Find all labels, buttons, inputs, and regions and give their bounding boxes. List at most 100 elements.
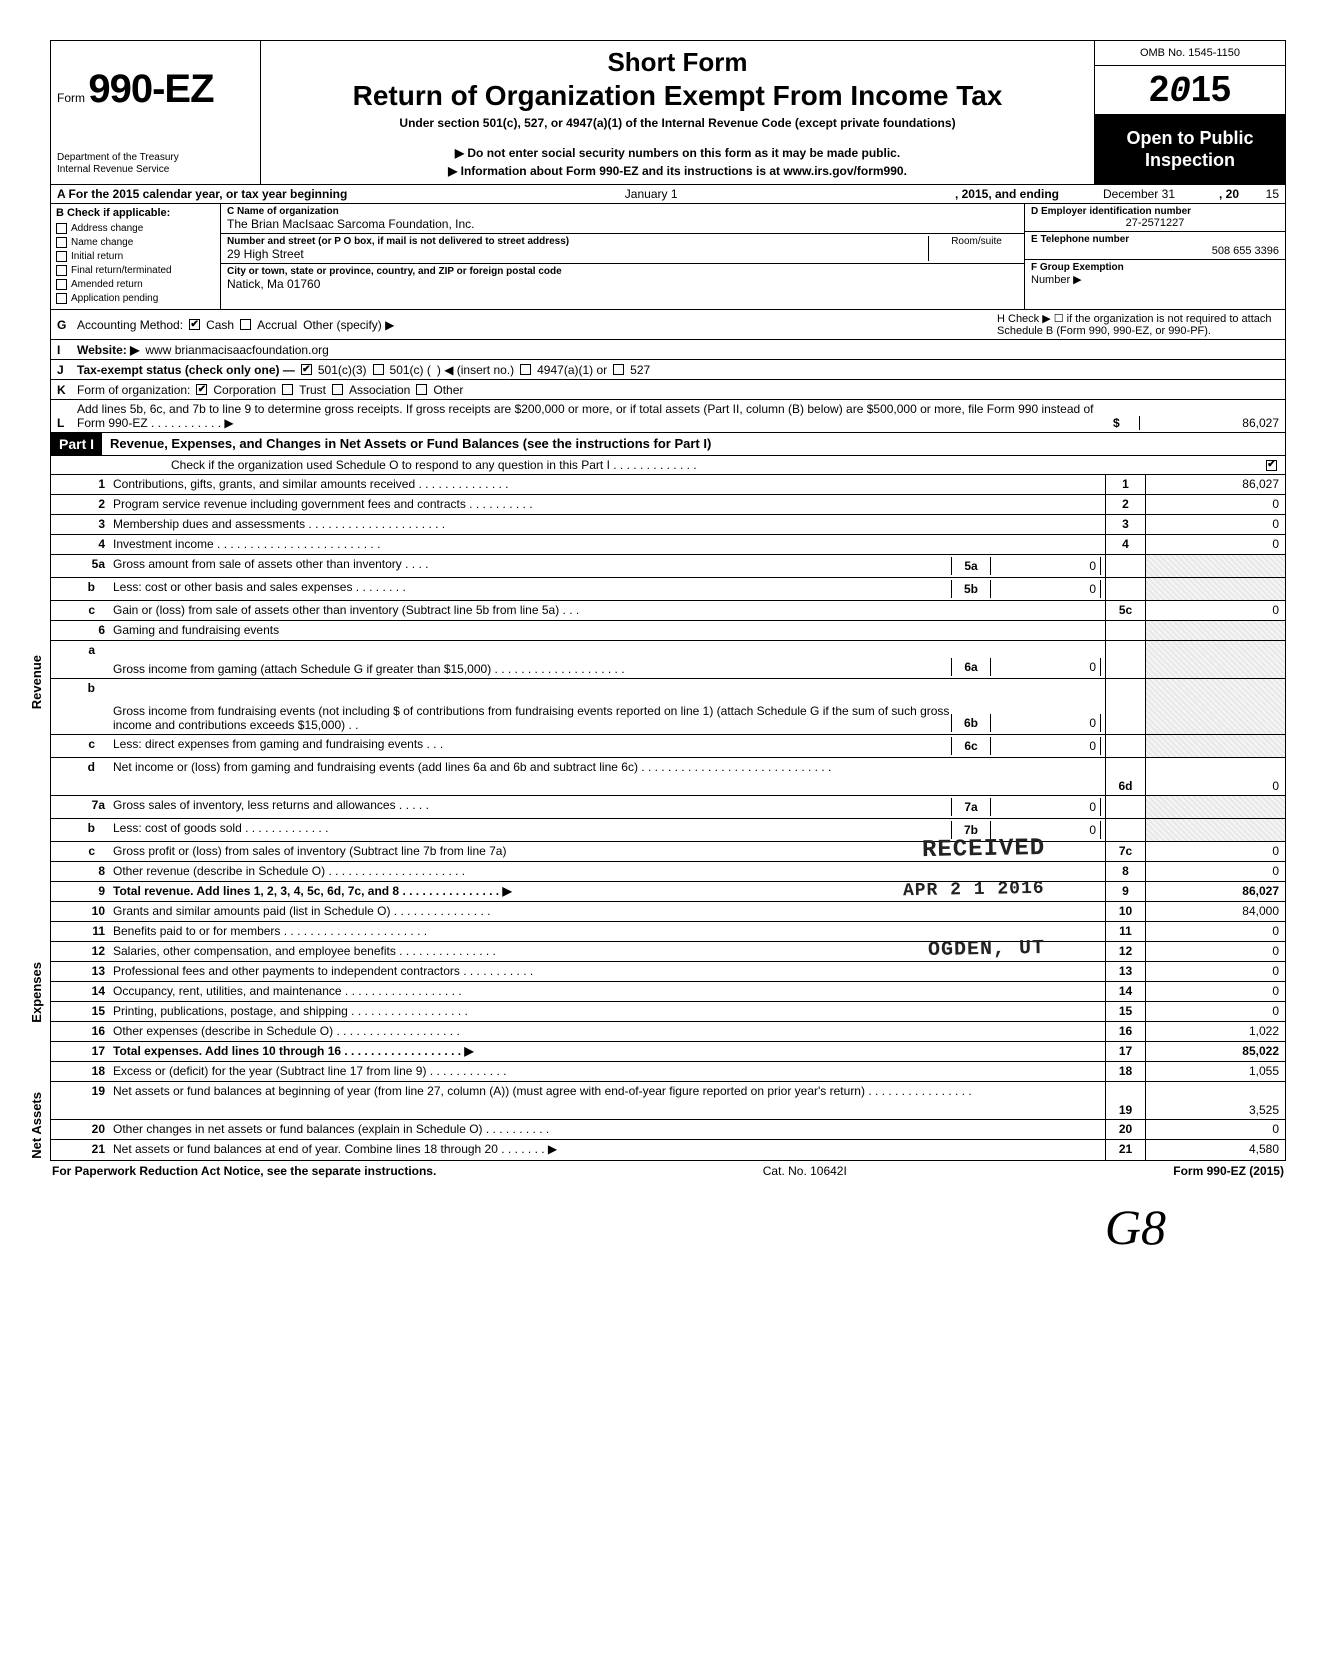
l-letter: L — [57, 416, 71, 430]
line-5c-box: 5c — [1105, 601, 1145, 620]
line-17-desc: Total expenses. Add lines 10 through 16 … — [109, 1042, 1105, 1061]
line-16-val: 1,022 — [1145, 1022, 1285, 1041]
c-name-val: The Brian MacIsaac Sarcoma Foundation, I… — [227, 217, 1018, 231]
line-6-desc: Gaming and fundraising events — [109, 621, 1105, 640]
title-box: Short Form Return of Organization Exempt… — [261, 41, 1095, 184]
line-5b-desc: Less: cost or other basis and sales expe… — [113, 580, 951, 598]
checkbox-trust[interactable] — [282, 384, 293, 395]
line-6a-desc: Gross income from gaming (attach Schedul… — [113, 662, 951, 676]
line-7a-val: 0 — [991, 798, 1101, 816]
k-row: K Form of organization: Corporation Trus… — [51, 380, 1285, 400]
room-suite-lbl: Room/suite — [928, 236, 1018, 261]
line-5b-box: 5b — [951, 580, 991, 598]
checkbox-cash[interactable] — [189, 319, 200, 330]
line-12-val: 0 — [1145, 942, 1285, 961]
line-a-mid: , 2015, and ending — [955, 187, 1059, 201]
line-14-desc: Occupancy, rent, utilities, and maintena… — [109, 982, 1105, 1001]
open-public-badge: Open to Public Inspection — [1095, 115, 1285, 184]
line-10-box: 10 — [1105, 902, 1145, 921]
line-15-desc: Printing, publications, postage, and shi… — [109, 1002, 1105, 1021]
line-7c-val: 0 — [1145, 842, 1285, 861]
checkbox-final-return[interactable] — [56, 265, 67, 276]
section-b-header: B Check if applicable: — [56, 207, 215, 219]
checkbox-application-pending[interactable] — [56, 293, 67, 304]
line-a: A For the 2015 calendar year, or tax yea… — [51, 185, 1285, 204]
checkbox-501c3[interactable] — [301, 364, 312, 375]
short-form-label: Short Form — [269, 47, 1086, 78]
year-box: OMB No. 1545-1150 2015 Open to Public In… — [1095, 41, 1285, 184]
city-val: Natick, Ma 01760 — [227, 277, 1018, 291]
i-val: www brianmacisaacfoundation.org — [145, 343, 328, 357]
line-15-val: 0 — [1145, 1002, 1285, 1021]
line-a-prefix: A For the 2015 calendar year, or tax yea… — [57, 187, 347, 201]
main-title: Return of Organization Exempt From Incom… — [269, 80, 1086, 112]
line-9-val: 86,027 — [1145, 882, 1285, 901]
checkbox-4947[interactable] — [520, 364, 531, 375]
expenses-side-label: Expenses — [29, 962, 44, 1023]
identity-block: B Check if applicable: Address change Na… — [51, 204, 1285, 310]
line-10-desc: Grants and similar amounts paid (list in… — [109, 902, 1105, 921]
cb-lbl-1: Name change — [71, 236, 133, 249]
line-11-val: 0 — [1145, 922, 1285, 941]
g-accrual: Accrual — [257, 318, 297, 332]
checkbox-assoc[interactable] — [332, 384, 343, 395]
line-7c-box: 7c — [1105, 842, 1145, 861]
line-7a-desc: Gross sales of inventory, less returns a… — [113, 798, 951, 816]
line-19-desc: Net assets or fund balances at beginning… — [109, 1082, 1105, 1119]
line-12-box: 12 — [1105, 942, 1145, 961]
checkbox-accrual[interactable] — [240, 319, 251, 330]
i-letter: I — [57, 343, 71, 357]
e-lbl: E Telephone number — [1031, 234, 1279, 245]
line-6d-val: 0 — [1145, 758, 1285, 795]
line-8-val: 0 — [1145, 862, 1285, 881]
l-row: L Add lines 5b, 6c, and 7b to line 9 to … — [51, 400, 1285, 433]
line-19-val: 3,525 — [1145, 1082, 1285, 1119]
line-a-begin: January 1 — [347, 187, 955, 201]
line-4-val: 0 — [1145, 535, 1285, 554]
checkbox-schedule-o[interactable] — [1266, 460, 1277, 471]
line-6b-desc: Gross income from fundraising events (no… — [113, 704, 951, 732]
dept-line1: Department of the Treasury — [57, 152, 254, 164]
checkbox-other-org[interactable] — [416, 384, 427, 395]
j-label: Tax-exempt status (check only one) — — [77, 363, 295, 377]
year-s: 15 — [1191, 68, 1231, 109]
footer-right: Form 990-EZ (2015) — [1173, 1164, 1284, 1178]
revenue-section: Revenue 1Contributions, gifts, grants, a… — [51, 475, 1285, 902]
line-5a-val: 0 — [991, 557, 1101, 575]
l-dollar: $ — [1113, 416, 1133, 430]
k-other: Other — [433, 383, 463, 397]
j-e: 527 — [630, 363, 650, 377]
checkbox-527[interactable] — [613, 364, 624, 375]
revenue-side-label: Revenue — [29, 655, 44, 709]
cb-lbl-2: Initial return — [71, 250, 123, 263]
netassets-section: Net Assets 18Excess or (deficit) for the… — [51, 1062, 1285, 1160]
checkbox-initial-return[interactable] — [56, 251, 67, 262]
k-letter: K — [57, 383, 71, 397]
checkbox-name-change[interactable] — [56, 237, 67, 248]
footer: For Paperwork Reduction Act Notice, see … — [50, 1161, 1286, 1178]
checkbox-corp[interactable] — [196, 384, 207, 395]
line-a-suffix: , 20 — [1219, 187, 1239, 201]
line-18-desc: Excess or (deficit) for the year (Subtra… — [109, 1062, 1105, 1081]
checkbox-amended-return[interactable] — [56, 279, 67, 290]
street-val: 29 High Street — [227, 247, 1018, 261]
line-6c-val: 0 — [991, 737, 1101, 755]
k-assoc: Association — [349, 383, 410, 397]
g-letter: G — [57, 318, 71, 332]
line-3-val: 0 — [1145, 515, 1285, 534]
checkbox-address-change[interactable] — [56, 223, 67, 234]
line-a-end: December 31 — [1059, 187, 1219, 201]
line-6d-desc: Net income or (loss) from gaming and fun… — [109, 758, 1105, 795]
line-4-desc: Investment income . . . . . . . . . . . … — [109, 535, 1105, 554]
checkbox-501c[interactable] — [373, 364, 384, 375]
line-6b-box: 6b — [951, 714, 991, 732]
line-6a-box: 6a — [951, 658, 991, 676]
year-m: 0 — [1169, 71, 1191, 112]
f-sub: Number ▶ — [1031, 273, 1279, 286]
line-16-desc: Other expenses (describe in Schedule O) … — [109, 1022, 1105, 1041]
e-val: 508 655 3396 — [1031, 245, 1279, 257]
k-label: Form of organization: — [77, 383, 190, 397]
subtitle-1: Under section 501(c), 527, or 4947(a)(1)… — [269, 116, 1086, 130]
line-7b-desc: Less: cost of goods sold . . . . . . . .… — [113, 821, 951, 839]
j-b: 501(c) ( — [390, 363, 431, 377]
